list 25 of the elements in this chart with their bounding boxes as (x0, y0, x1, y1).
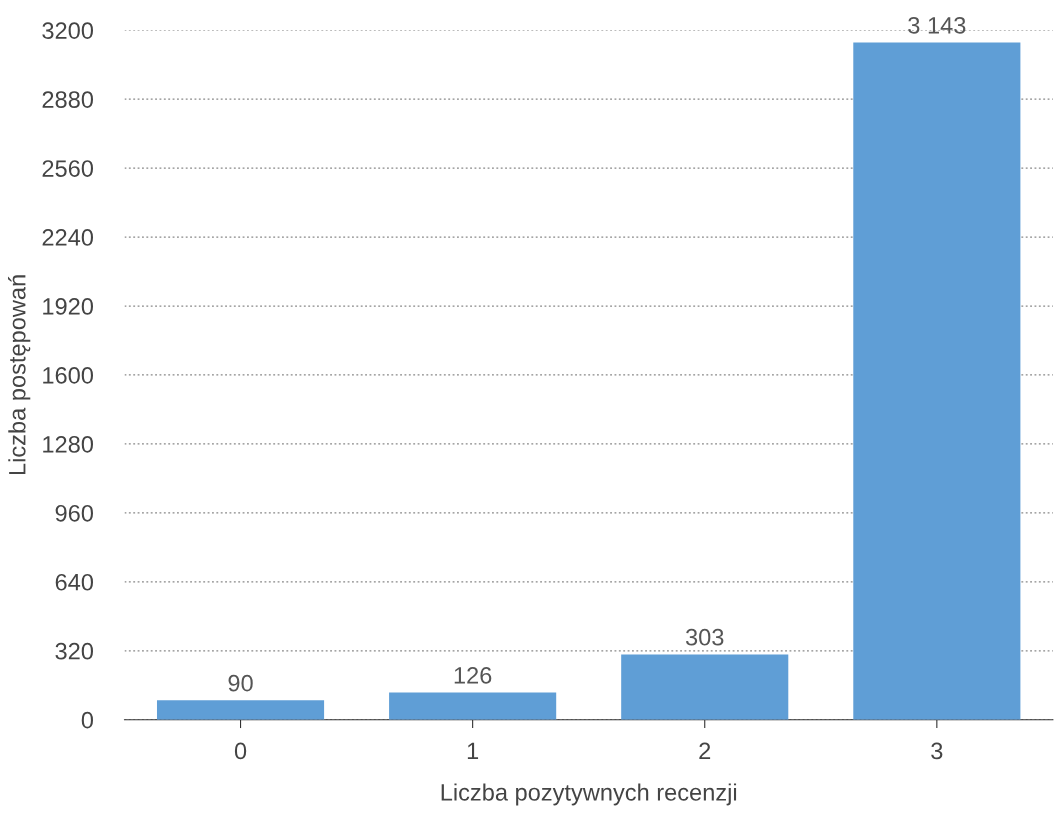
bar (389, 692, 557, 720)
y-tick-label: 1600 (43, 367, 94, 384)
bar (621, 654, 789, 720)
y-tick-label: 1920 (43, 298, 94, 315)
data-label: 303 (685, 628, 724, 646)
data-label: 90 (228, 674, 253, 692)
y-tick-label: 960 (55, 504, 94, 522)
y-tick-label: 1280 (43, 435, 94, 453)
y-tick-label: 2880 (42, 91, 94, 108)
bar (853, 42, 1021, 720)
y-tick-label: 0 (81, 711, 94, 729)
x-tick-label: 1 (467, 742, 479, 760)
x-tick-label: 2 (699, 742, 711, 760)
data-label: 126 (454, 667, 492, 684)
x-tick-label: 0 (234, 742, 247, 760)
y-tick-label: 2240 (42, 229, 94, 246)
y-tick-label: 3200 (42, 22, 94, 39)
bar (156, 700, 325, 720)
y-tick-label: 2560 (42, 160, 94, 177)
x-tick-label: 3 (931, 742, 943, 760)
x-axis-title: Liczba pozytywnych recenzji (441, 783, 737, 806)
y-tick-label: 320 (55, 642, 94, 660)
data-label: 3 143 (908, 16, 966, 34)
y-axis-title: Liczba postępowań (7, 275, 31, 475)
y-tick-label: 640 (55, 573, 94, 591)
